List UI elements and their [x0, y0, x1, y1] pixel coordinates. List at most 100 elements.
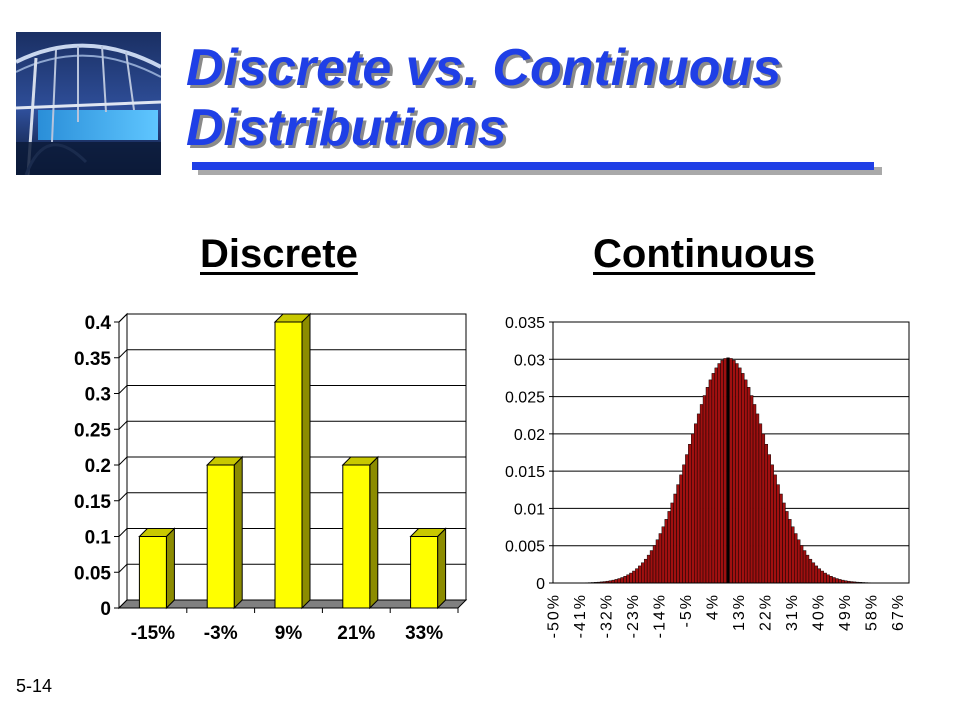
- y-tick-label: 0.01: [514, 501, 545, 518]
- histogram-bar: [655, 539, 660, 584]
- x-tick-label: -32%: [599, 593, 616, 638]
- bridge-logo-image: [16, 32, 161, 175]
- histogram-bar: [782, 502, 786, 584]
- histogram-bar: [670, 502, 674, 584]
- histogram-bar: [802, 550, 807, 584]
- histogram-bar: [817, 568, 821, 584]
- histogram-bar: [796, 539, 801, 584]
- histogram-bar: [814, 565, 819, 584]
- y-tick-label: 0.1: [85, 528, 112, 549]
- bar: [206, 464, 235, 609]
- x-tick-label: 49%: [837, 593, 854, 631]
- histogram-bar: [626, 574, 630, 584]
- y-tick-label: 0.005: [505, 539, 545, 556]
- histogram-bar: [835, 578, 839, 584]
- histogram-bar: [635, 568, 639, 584]
- histogram-bar: [799, 545, 804, 584]
- y-tick-label: 0.25: [74, 420, 111, 441]
- title-underline-shadow: [198, 167, 882, 175]
- histogram-bar: [685, 454, 689, 584]
- gridline-depth: [118, 492, 128, 502]
- histogram-bar: [714, 367, 718, 584]
- histogram-bar: [702, 395, 707, 584]
- y-tick-label: 0.025: [505, 390, 545, 407]
- histogram-bar: [761, 433, 766, 584]
- bar-side: [233, 455, 243, 610]
- histogram-bar: [811, 562, 816, 584]
- histogram-bar: [746, 387, 751, 584]
- histogram-bar: [723, 358, 727, 584]
- histogram-bar: [696, 413, 701, 584]
- x-tick-label: -14%: [652, 593, 669, 638]
- continuous-chart-title: Continuous: [593, 232, 816, 276]
- slide-number: 5-14: [16, 676, 53, 696]
- histogram-bar: [652, 545, 657, 584]
- histogram-bar: [755, 413, 760, 584]
- x-tick-label: 9%: [275, 623, 303, 644]
- slide-title-line-1: Discrete vs. Continuous: [186, 39, 782, 97]
- y-tick-label: 0.035: [505, 315, 545, 332]
- bar: [410, 536, 439, 609]
- bar-side: [437, 527, 447, 610]
- histogram-bar: [708, 379, 713, 584]
- y-tick-label: 0.015: [505, 464, 545, 481]
- histogram-bar: [661, 526, 666, 584]
- histogram-bar: [749, 395, 754, 584]
- y-tick-label: 0: [100, 599, 111, 620]
- histogram-bar: [791, 526, 795, 584]
- slide-title-line-2: Distributions: [186, 99, 507, 157]
- bar-side: [301, 312, 311, 610]
- bar-side: [165, 527, 175, 610]
- x-tick-label: -15%: [131, 623, 175, 644]
- y-tick-label: 0.35: [74, 349, 111, 370]
- histogram-bar: [788, 519, 792, 584]
- histogram-bar: [629, 572, 633, 584]
- histogram-bar: [744, 379, 748, 584]
- gridline-depth: [118, 349, 128, 359]
- gridline-depth: [118, 563, 128, 573]
- histogram-bar: [826, 574, 830, 584]
- continuous-distribution-chart: 0 0.005 0.01 0.015 0.02 0.025 0.03 0.035 -50% -41…: [505, 315, 910, 638]
- histogram-bar: [794, 533, 798, 584]
- gridline-depth: [118, 313, 128, 323]
- x-tick-label: -3%: [204, 623, 238, 644]
- y-tick-label: 0.3: [85, 385, 111, 406]
- y-tick-label: 0.02: [514, 427, 545, 444]
- histogram-bar: [829, 576, 833, 584]
- x-tick-label: -41%: [572, 593, 589, 638]
- histogram-bar: [705, 387, 710, 584]
- histogram-bar: [735, 363, 739, 584]
- histogram-bar: [832, 577, 836, 584]
- y-tick-label: 0.03: [514, 352, 545, 369]
- title-underline: [192, 162, 874, 170]
- histogram-bar: [623, 576, 627, 584]
- x-tick-label: 67%: [890, 593, 907, 631]
- histogram-bar: [758, 423, 763, 584]
- histogram-bar: [664, 519, 668, 584]
- x-tick-label: 33%: [405, 623, 443, 644]
- gridline-depth: [118, 456, 128, 466]
- histogram-bar: [646, 554, 651, 584]
- histogram-bar: [729, 358, 733, 584]
- histogram-bar: [699, 404, 704, 584]
- y-tick-label: 0.2: [85, 456, 111, 477]
- histogram-bar: [667, 511, 671, 584]
- histogram-bar: [838, 579, 842, 584]
- discrete-chart-title: Discrete: [200, 232, 358, 276]
- x-tick-label: 21%: [337, 623, 375, 644]
- histogram-bar: [638, 565, 642, 584]
- gridline-depth: [118, 385, 128, 394]
- histogram-bar: [773, 474, 777, 584]
- histogram-bar: [820, 570, 824, 584]
- histogram-bar: [620, 577, 624, 584]
- histogram-bar: [741, 373, 745, 584]
- bar-side: [369, 455, 379, 610]
- histogram-bar: [682, 464, 686, 584]
- discrete-bar-chart: 0 0.05 0.1 0.15 0.2 0.25 0.3 0.35 0.4 -15% -3% 9% 21…: [74, 312, 468, 644]
- histogram-bar: [691, 433, 695, 584]
- histogram-bar: [808, 558, 813, 584]
- histogram-bar: [711, 373, 716, 584]
- histogram-bar: [732, 360, 736, 584]
- x-tick-label: -5%: [678, 593, 695, 627]
- histogram-bar: [823, 572, 827, 584]
